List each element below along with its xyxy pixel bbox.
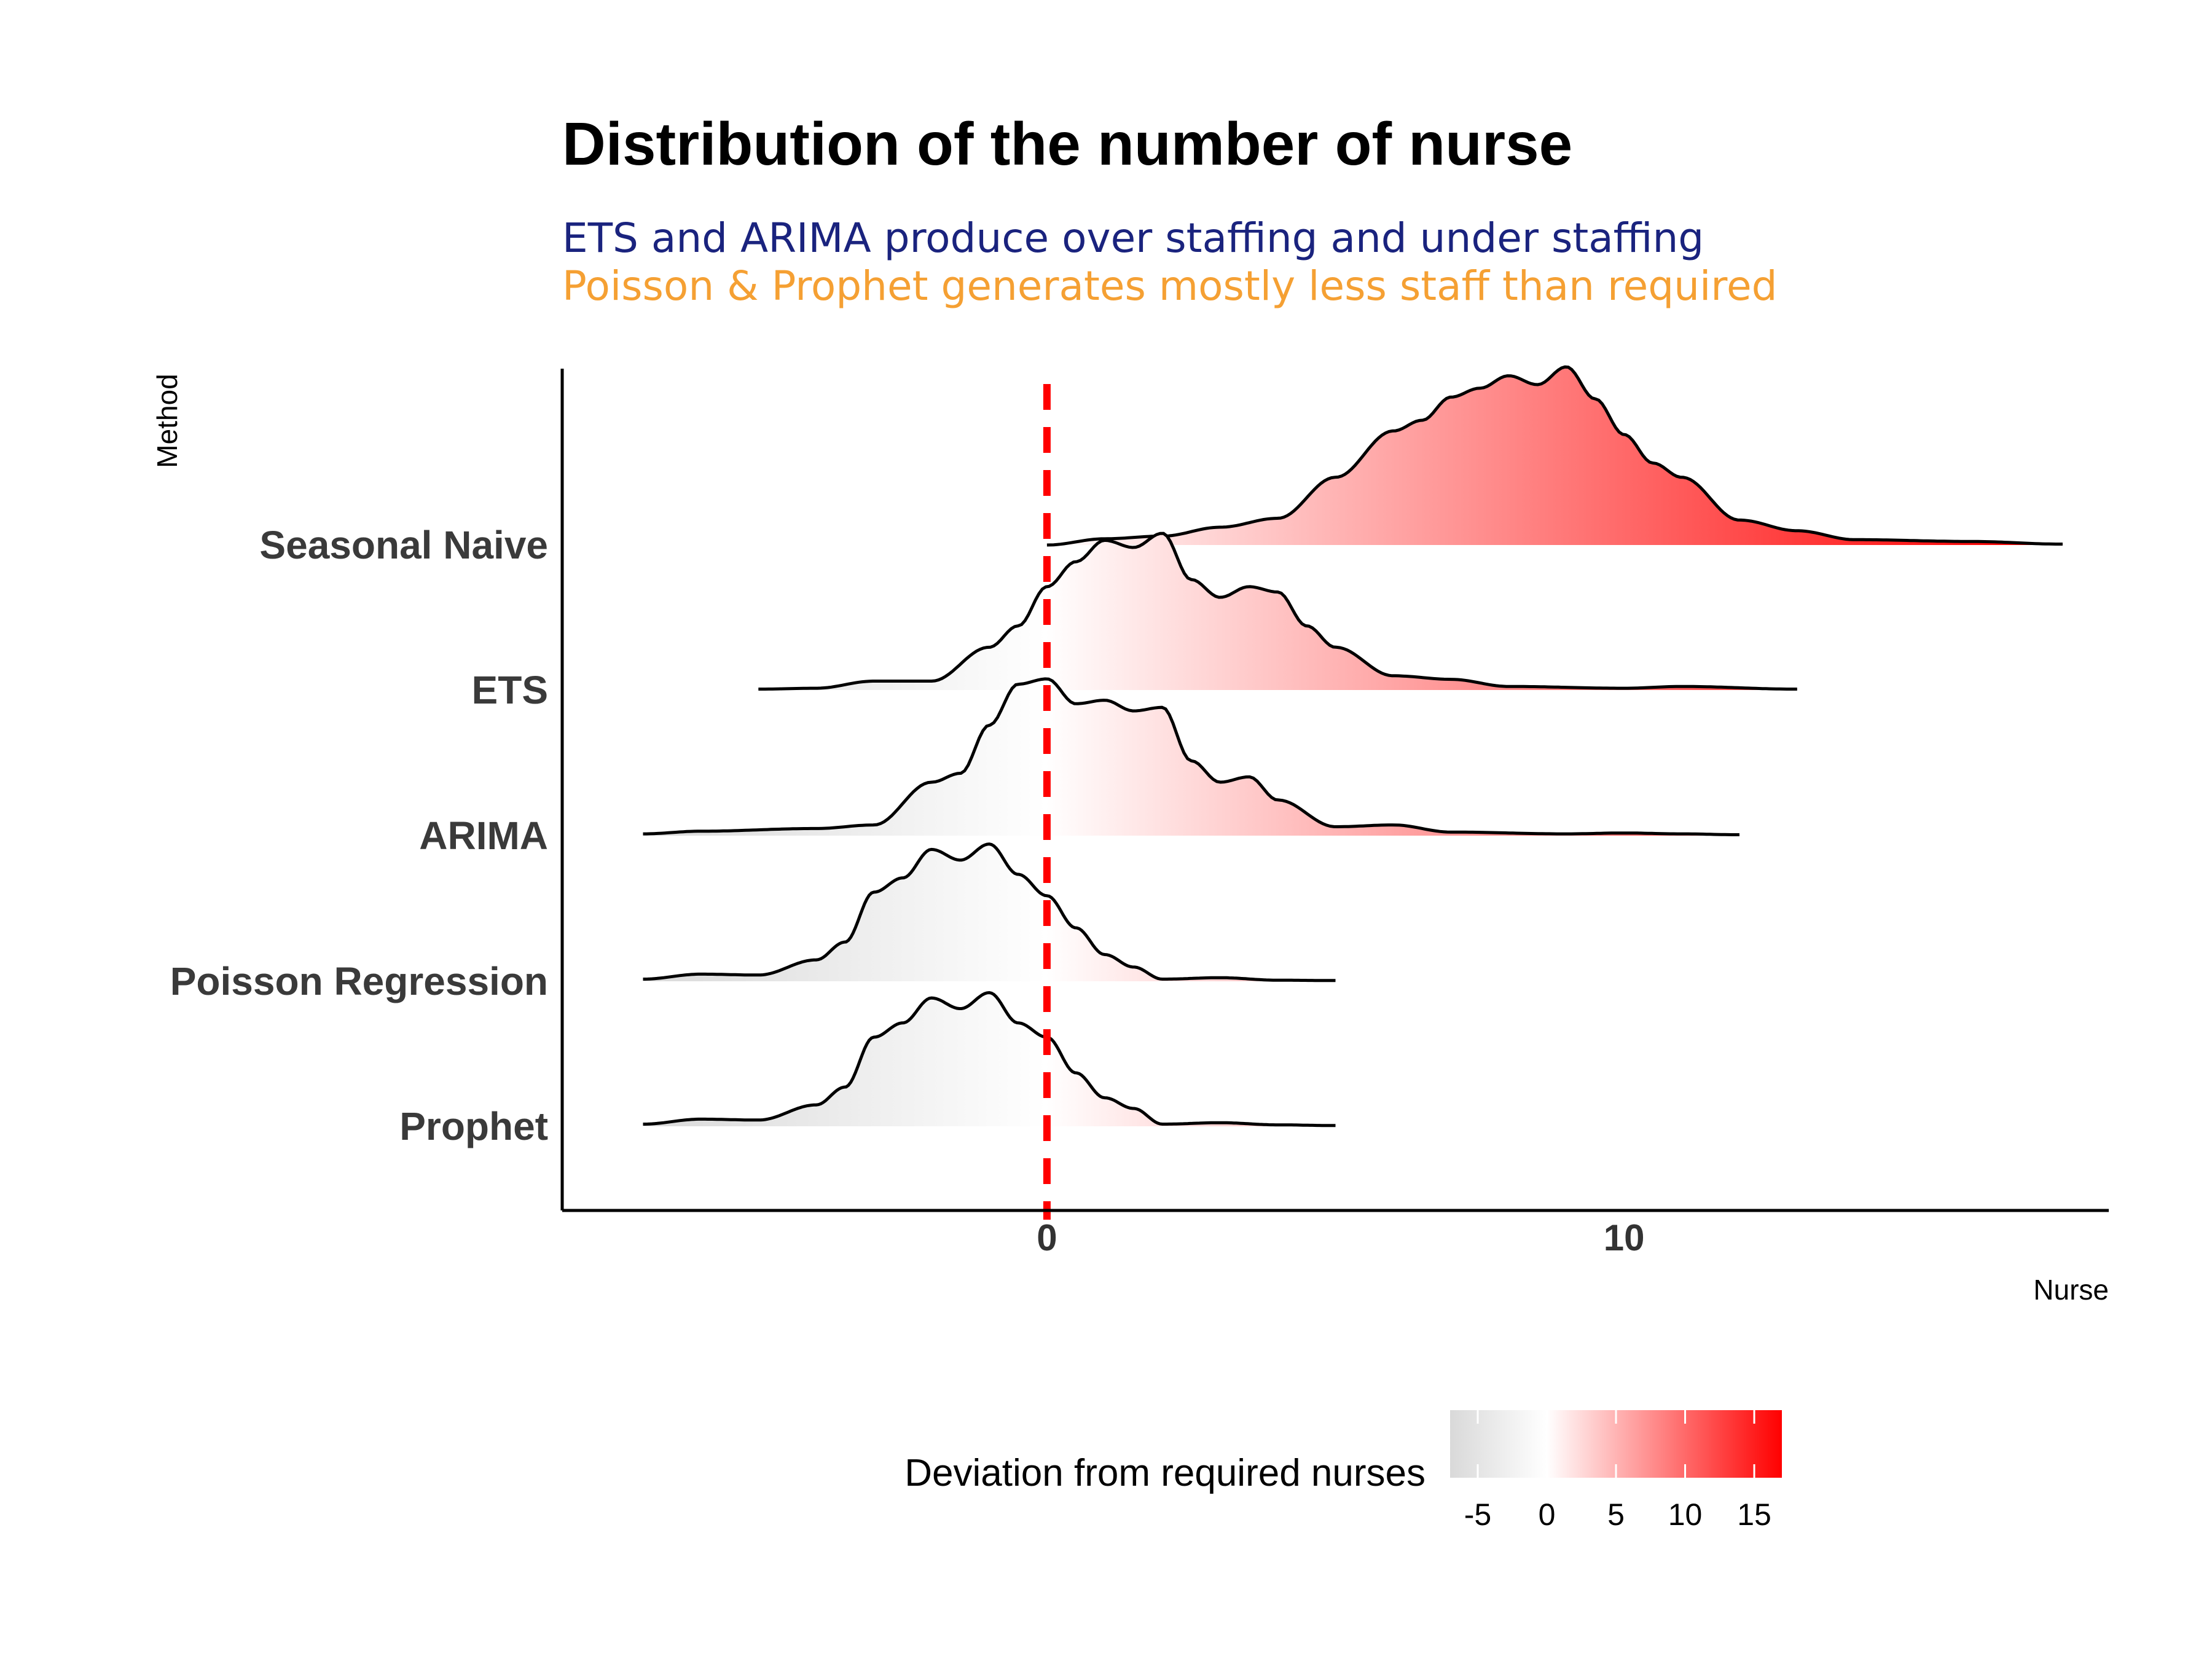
ridge-line xyxy=(643,842,1336,982)
ridge-line xyxy=(643,990,1336,1128)
legend-tick-label: 0 xyxy=(1539,1497,1556,1532)
y-tick-label: Poisson Regression xyxy=(170,959,548,1003)
x-tick-label: 0 xyxy=(1037,1217,1057,1258)
ridge-poisson-regression xyxy=(643,842,1336,982)
x-tick-labels: 0 10 xyxy=(1037,1217,1644,1258)
legend-tick-label: 10 xyxy=(1668,1497,1703,1532)
y-tick-label: Seasonal Naive xyxy=(259,523,548,567)
ridge-area xyxy=(643,678,1739,836)
x-axis-title: Nurse xyxy=(2033,1274,2109,1306)
ridge-line xyxy=(1046,365,2063,547)
legend-title: Deviation from required nurses xyxy=(904,1452,1426,1494)
ridge-area xyxy=(643,844,1336,981)
legend-tick-label: -5 xyxy=(1464,1497,1491,1532)
ridge-area xyxy=(758,533,1797,690)
ridge-prophet xyxy=(643,990,1336,1128)
ridge-area xyxy=(643,992,1336,1126)
chart-subtitle-line-2: Poisson & Prophet generates mostly less … xyxy=(562,262,1778,310)
ridge-seasonal-naive xyxy=(1046,365,2063,547)
legend-ticks: -5 0 5 10 15 xyxy=(1464,1410,1771,1532)
ridge-ets xyxy=(758,531,1797,691)
y-axis-title: Method xyxy=(151,374,183,468)
y-tick-label: ETS xyxy=(472,668,548,712)
y-tick-label: Prophet xyxy=(399,1104,548,1148)
legend-tick-label: 15 xyxy=(1737,1497,1771,1532)
chart-subtitle-line-1: ETS and ARIMA produce over staffing and … xyxy=(562,214,1704,262)
ridge-line xyxy=(643,677,1739,836)
ridge-arima xyxy=(643,677,1739,836)
x-tick-label: 10 xyxy=(1604,1217,1645,1258)
legend-tick-label: 5 xyxy=(1607,1497,1625,1532)
y-tick-labels: Seasonal Naive ETS ARIMA Poisson Regression… xyxy=(170,523,548,1148)
y-tick-label: ARIMA xyxy=(419,814,548,858)
ridge-line xyxy=(758,531,1797,691)
ridge-area xyxy=(1046,367,2063,545)
chart-title: Distribution of the number of nurse xyxy=(562,110,1572,178)
ridges-group xyxy=(643,365,2063,1128)
